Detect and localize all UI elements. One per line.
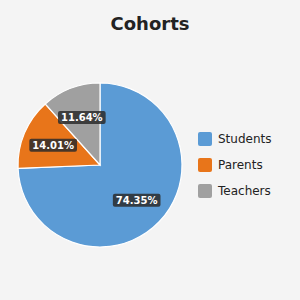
data-label-group: 74.35% [113,194,161,207]
data-label-box [113,194,161,207]
data-label: 74.35% [116,195,158,206]
slice [18,83,182,247]
legend: Students Parents Teachers [198,132,272,198]
data-label-group: 11.64% [58,111,106,124]
data-label-box [29,139,77,152]
data-label-group: 14.01% [29,139,77,152]
legend-swatch [198,132,212,146]
legend-label: Students [218,132,272,146]
legend-label: Teachers [217,184,271,198]
title: Cohorts [111,13,190,34]
chart: Cohorts 74.35% 14.01% 11.64% Students Parents… [0,0,300,300]
slices [18,83,182,247]
data-label-box [58,111,106,124]
data-label: 14.01% [32,140,74,151]
data-label: 11.64% [61,112,103,123]
legend-swatch [198,184,212,198]
legend-swatch [198,158,212,172]
data-labels: 74.35% 14.01% 11.64% [29,111,160,207]
legend-label: Parents [218,158,263,172]
